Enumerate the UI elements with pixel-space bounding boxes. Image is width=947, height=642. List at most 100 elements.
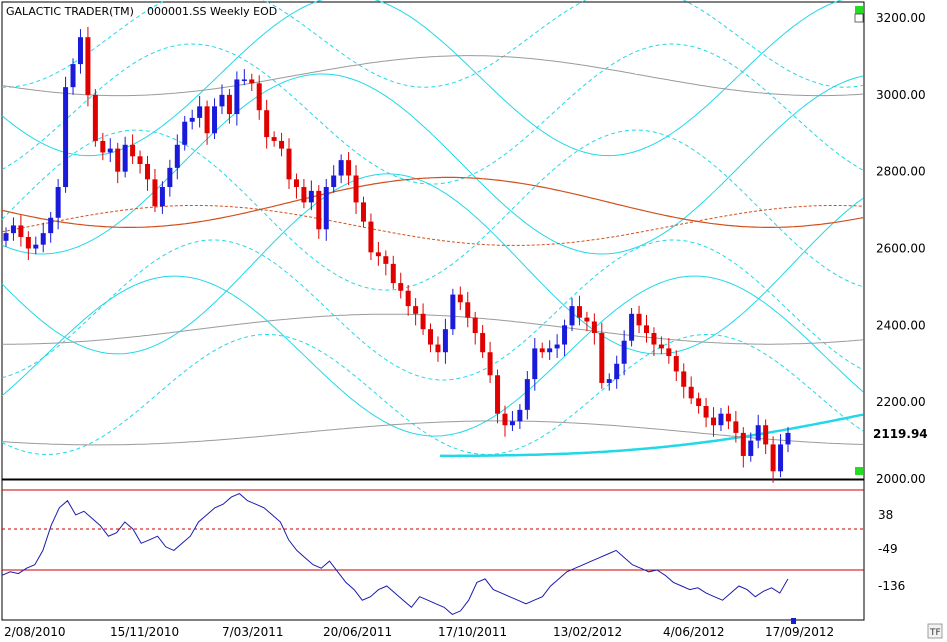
candle-body bbox=[212, 106, 218, 134]
candle-body bbox=[25, 236, 31, 249]
candle-body bbox=[301, 187, 307, 203]
time-tick-label: 17/10/2011 bbox=[438, 625, 507, 639]
candle-body bbox=[368, 221, 374, 253]
candle-body bbox=[323, 187, 329, 230]
planet-line bbox=[1, 43, 864, 185]
candle-body bbox=[643, 325, 649, 334]
candle-body bbox=[636, 313, 642, 326]
candle-body bbox=[167, 167, 173, 188]
candle-body bbox=[539, 348, 545, 353]
candle-body bbox=[204, 106, 210, 134]
candle-body bbox=[457, 294, 463, 303]
candle-body bbox=[405, 290, 411, 307]
candle-body bbox=[569, 306, 575, 326]
candle-body bbox=[584, 317, 590, 322]
candle-body bbox=[159, 187, 165, 207]
candle-body bbox=[621, 340, 627, 364]
candle-body bbox=[33, 244, 39, 249]
osc-tick-label: 38 bbox=[878, 508, 893, 522]
candle-body bbox=[666, 348, 672, 357]
price-tick-label: 2000.00 bbox=[876, 472, 926, 486]
candle-body bbox=[10, 225, 16, 234]
candle-body bbox=[353, 175, 359, 203]
candle-body bbox=[763, 425, 769, 445]
candle-body bbox=[174, 144, 180, 168]
candle-body bbox=[264, 110, 270, 138]
planet-line bbox=[1, 129, 864, 291]
candle-body bbox=[778, 444, 784, 472]
candle-body bbox=[107, 148, 113, 153]
candle-body bbox=[3, 233, 9, 241]
candle-body bbox=[658, 344, 664, 349]
candle-body bbox=[591, 321, 597, 334]
oscillator-layer bbox=[1, 489, 864, 615]
planet-line bbox=[2, 0, 864, 88]
candle-body bbox=[711, 417, 717, 426]
candle-body bbox=[55, 187, 61, 218]
planet-line-bold bbox=[440, 413, 864, 458]
candle-body bbox=[383, 256, 389, 264]
candle-body bbox=[249, 79, 255, 84]
candle-body bbox=[18, 225, 24, 237]
candle-body bbox=[219, 94, 225, 107]
candle-body bbox=[465, 302, 471, 318]
candle-body bbox=[785, 432, 791, 445]
candle-body bbox=[308, 190, 314, 203]
candle-body bbox=[130, 144, 136, 157]
maximize-icon[interactable] bbox=[854, 13, 864, 23]
price-tick-label: 2200.00 bbox=[876, 395, 926, 409]
candle-body bbox=[554, 344, 560, 349]
candle-body bbox=[629, 313, 635, 341]
candle-body bbox=[718, 413, 724, 426]
candle-body bbox=[420, 313, 426, 330]
candle-body bbox=[189, 117, 195, 122]
candle-body bbox=[509, 421, 515, 426]
candle-body bbox=[346, 160, 352, 176]
oscillator-line bbox=[1, 493, 789, 615]
candle-body bbox=[606, 379, 612, 383]
symbol-info: 000001.SS Weekly EOD bbox=[147, 5, 277, 18]
candle-body bbox=[428, 329, 434, 345]
last-price-label: 2119.94 bbox=[873, 427, 928, 441]
candle-body bbox=[316, 190, 322, 230]
candle-body bbox=[413, 306, 419, 314]
candle-body bbox=[576, 306, 582, 318]
candle-body bbox=[733, 421, 739, 433]
candle-body bbox=[435, 344, 441, 353]
candle-body bbox=[442, 329, 448, 353]
candle-body bbox=[293, 179, 299, 188]
planet-line bbox=[1, 173, 864, 355]
candle-body bbox=[100, 140, 106, 153]
candle-body bbox=[234, 79, 240, 115]
oscillator-panel-frame bbox=[1, 479, 865, 621]
candle-body bbox=[703, 406, 709, 418]
marker-top[interactable] bbox=[855, 6, 863, 14]
time-axis: 2/08/2010 15/11/2010 7/03/2011 20/06/2011 17… bbox=[4, 625, 834, 639]
candle-body bbox=[338, 160, 344, 176]
candle-body bbox=[495, 375, 501, 414]
time-tick-label: 7/03/2011 bbox=[222, 625, 284, 639]
candle-body bbox=[271, 137, 277, 141]
candle-body bbox=[681, 371, 687, 387]
candle-body bbox=[122, 144, 128, 172]
candle-body bbox=[182, 121, 188, 145]
candle-body bbox=[502, 413, 508, 426]
price-tick-label: 2800.00 bbox=[876, 165, 926, 179]
candle-body bbox=[241, 79, 247, 81]
price-tick-label: 3200.00 bbox=[876, 11, 926, 25]
candle-body bbox=[286, 148, 292, 180]
candles-layer bbox=[3, 26, 791, 483]
candle-body bbox=[725, 413, 731, 422]
candle-body bbox=[517, 409, 523, 422]
price-tick-label: 3000.00 bbox=[876, 88, 926, 102]
osc-tick-label: -49 bbox=[878, 542, 898, 556]
marker-bottom[interactable] bbox=[855, 467, 863, 475]
price-tick-label: 2600.00 bbox=[876, 242, 926, 256]
tf-button[interactable] bbox=[927, 623, 943, 639]
app-title: GALACTIC TRADER(TM) bbox=[6, 5, 134, 18]
osc-tick-label: -136 bbox=[878, 579, 905, 593]
candle-body bbox=[472, 317, 478, 334]
planet-line bbox=[1, 73, 864, 255]
